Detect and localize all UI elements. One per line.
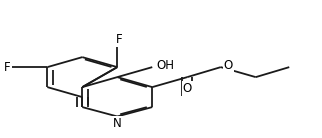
Text: F: F — [115, 33, 122, 46]
Text: N: N — [113, 117, 122, 130]
Text: F: F — [4, 61, 11, 74]
Text: OH: OH — [156, 59, 175, 72]
Text: O: O — [224, 59, 233, 72]
Text: O: O — [183, 82, 192, 95]
